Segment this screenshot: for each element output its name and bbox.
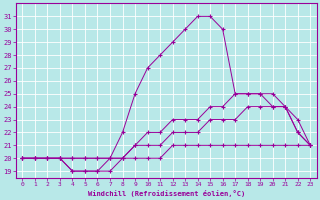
X-axis label: Windchill (Refroidissement éolien,°C): Windchill (Refroidissement éolien,°C) xyxy=(88,190,245,197)
